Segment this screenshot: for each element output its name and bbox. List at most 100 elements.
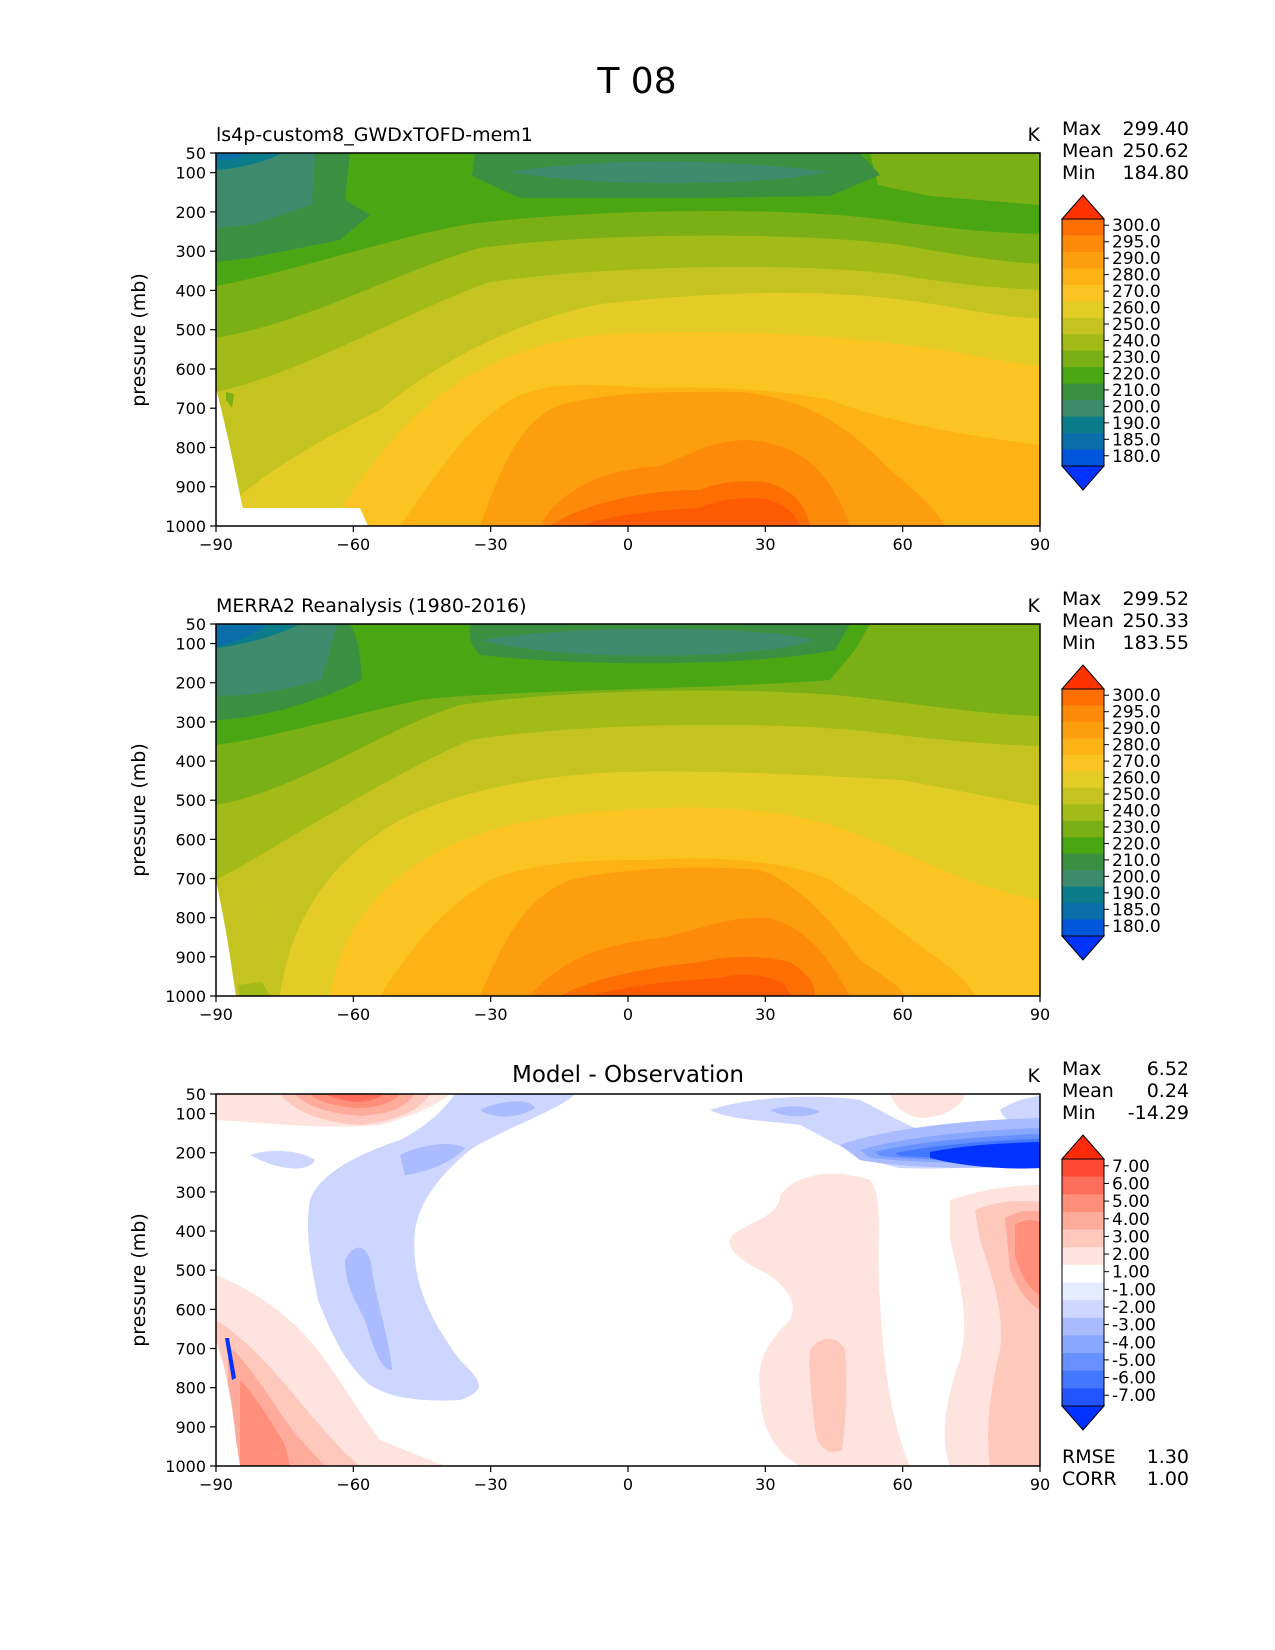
colorbar-label: 185.0 [1112,900,1161,920]
colorbar-label: -7.00 [1112,1386,1156,1406]
colorbar-swatch [1062,416,1104,434]
y-tick-label: 300 [175,713,206,732]
colorbar-swatch [1062,870,1104,888]
colorbar-label: 4.00 [1112,1210,1150,1230]
colorbar-label: 290.0 [1112,719,1161,739]
stat-mean-label: Mean [1062,1080,1114,1102]
colorbar-swatch [1062,754,1104,772]
colorbar-swatch [1062,1176,1104,1195]
x-tick-label: −30 [474,1475,508,1494]
y-tick-label: 100 [175,1105,206,1124]
y-tick-label: 800 [175,438,206,457]
unit-label-model: K [1028,124,1041,146]
y-tick-label: 500 [175,1261,206,1280]
colorbar-swatch [1062,919,1104,937]
stat-mean-value: 250.62 [1123,140,1189,162]
ylabel-observation: pressure (mb) [128,743,150,877]
stat-mean-label: Mean [1062,140,1114,162]
stats-observation: Max 299.52 Mean 250.33 Min 183.55 [1062,588,1189,654]
colorbar-swatch [1062,334,1104,352]
ylabel-difference: pressure (mb) [128,1213,150,1347]
colorbar-swatch [1062,705,1104,723]
colorbar-label: 240.0 [1112,802,1161,822]
colorbar-label: 260.0 [1112,769,1161,789]
stats-model: Max 299.40 Mean 250.62 Min 184.80 [1062,118,1189,184]
colorbar-swatch [1062,1264,1104,1283]
x-tick-label: 0 [623,535,633,554]
y-tick-label: 200 [175,203,206,222]
x-tick-label: −30 [474,1005,508,1024]
colorbar-swatch [1062,837,1104,855]
x-tick-label: 90 [1030,1475,1050,1494]
y-tick-label: 50 [186,1085,206,1104]
colorbar-label: -4.00 [1112,1333,1156,1353]
colorbar-label: 280.0 [1112,266,1161,286]
colorbar-swatch [1062,689,1104,706]
colorbar-swatch [1062,1317,1104,1336]
x-tick-label: 60 [892,1005,912,1024]
y-tick-label: 50 [186,144,206,163]
colorbar-extend-bottom [1060,1405,1106,1431]
colorbar-label: 190.0 [1112,884,1161,904]
x-tick-label: −30 [474,535,508,554]
y-tick-label: 1000 [165,987,206,1006]
metrics-difference: RMSE 1.30 CORR 1.00 [1062,1446,1189,1490]
y-tick-label: 700 [175,870,206,889]
colorbar-frame [1061,218,1105,467]
stat-min-label: Min [1062,162,1096,184]
colorbar-extend-top [1060,194,1106,220]
colorbar-frame [1061,1158,1105,1407]
colorbar-swatch [1062,284,1104,302]
colorbar-label: 200.0 [1112,397,1161,417]
x-tick-label: −60 [336,1475,370,1494]
x-tick-label: 90 [1030,535,1050,554]
colorbar-label: 180.0 [1112,917,1161,937]
x-tick-label: −90 [199,535,233,554]
panel-difference: Model - Observation K [128,1058,1189,1494]
colorbar-label: 220.0 [1112,834,1161,854]
colorbar-label: 270.0 [1112,752,1161,772]
x-tick-label: 30 [755,1475,775,1494]
y-tick-label: 100 [175,635,206,654]
stat-max-label: Max [1062,1058,1101,1080]
colorbar-label: 220.0 [1112,364,1161,384]
colorbar-swatch [1062,1159,1104,1178]
x-tick-label: 60 [892,535,912,554]
corr-label: CORR [1062,1468,1117,1490]
colorbar-swatch [1062,1335,1104,1354]
colorbar-label: 230.0 [1112,348,1161,368]
stat-max-value: 6.52 [1147,1058,1189,1080]
panel-model: ls4p-custom8_GWDxTOFD-mem1 K pressur [128,118,1189,554]
y-tick-label: 200 [175,1144,206,1163]
colorbar-label: 2.00 [1112,1245,1150,1265]
colorbar-label: 300.0 [1112,216,1161,236]
colorbar-swatch [1062,317,1104,335]
colorbar-swatch [1062,903,1104,921]
corr-value: 1.00 [1147,1468,1189,1490]
y-tick-label: 900 [175,948,206,967]
colorbar-label: 250.0 [1112,315,1161,335]
colorbar-extend-top [1060,664,1106,690]
colorbar-swatch [1062,400,1104,418]
colorbar-swatch [1062,820,1104,838]
colorbar-label: 230.0 [1112,818,1161,838]
x-tick-label: −60 [336,535,370,554]
unit-label-difference: K [1028,1065,1041,1087]
y-tick-label: 1000 [165,517,206,536]
colorbar-swatch [1062,1388,1104,1407]
panel-title-observation: MERRA2 Reanalysis (1980-2016) [216,595,527,617]
colorbar-label: 210.0 [1112,381,1161,401]
figure-title: T 08 [596,61,676,102]
contour-field-model [216,153,1040,526]
y-tick-label: 400 [175,281,206,300]
colorbar-label: 210.0 [1112,851,1161,871]
colorbar-label: -1.00 [1112,1280,1156,1300]
colorbar-swatch [1062,301,1104,319]
panel-title-difference: Model - Observation [512,1062,744,1088]
unit-label-observation: K [1028,595,1041,617]
colorbar-label: 290.0 [1112,249,1161,269]
